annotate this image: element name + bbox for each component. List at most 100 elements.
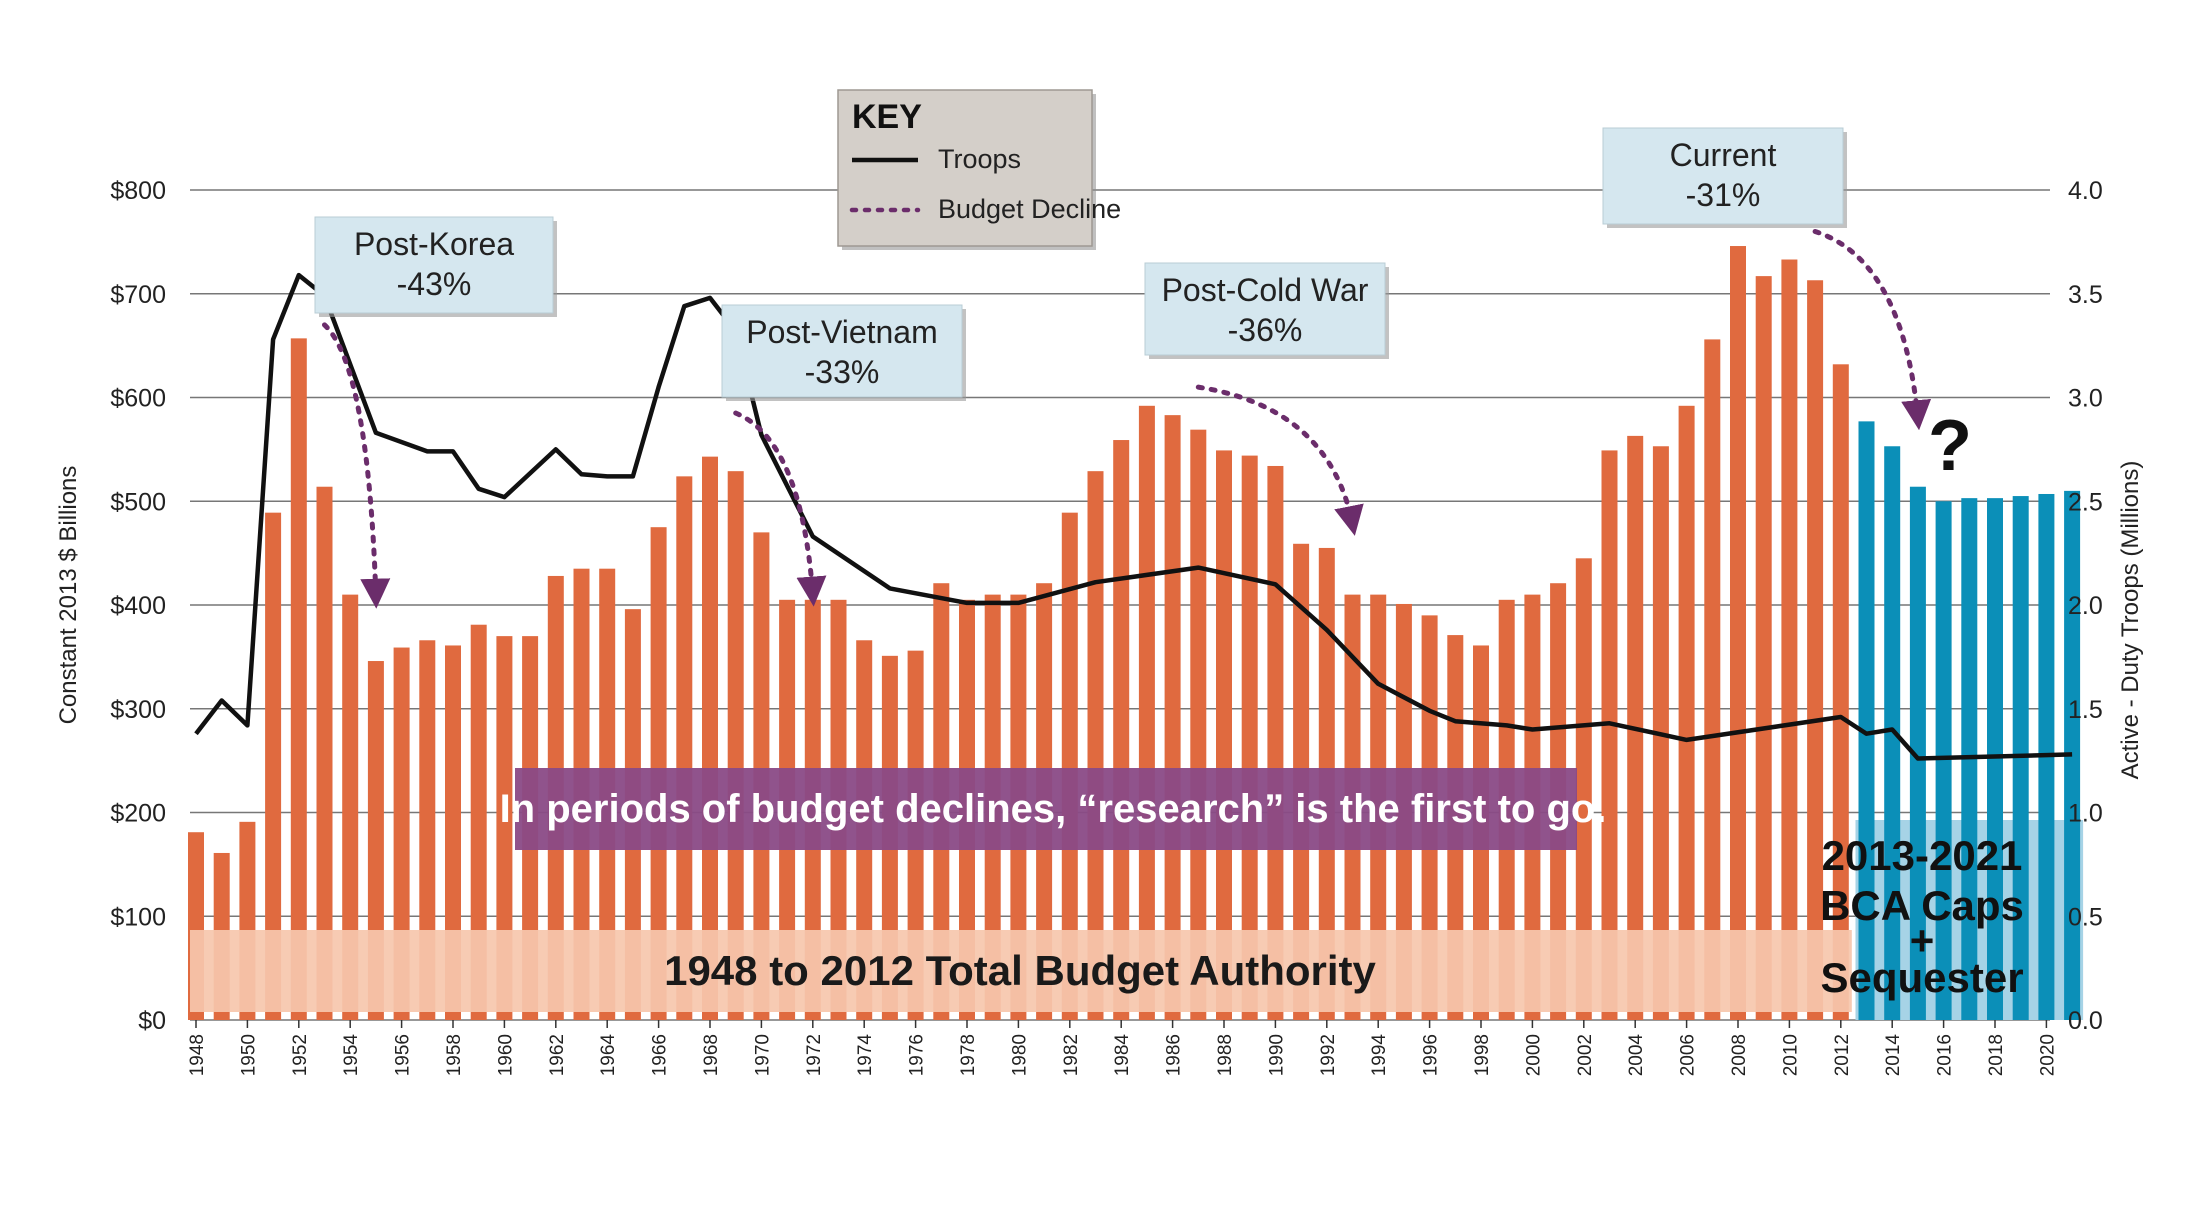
callout-text: Post-Cold War <box>1162 272 1369 308</box>
x-tick-label: 1992 <box>1318 1034 1339 1076</box>
right-tick-label: 4.0 <box>2068 177 2103 205</box>
budget-bar <box>1678 405 1695 1020</box>
x-tick-label: 2008 <box>1729 1034 1750 1076</box>
legend: KEY Troops Budget Decline <box>837 89 1121 250</box>
right-tick-label: 2.5 <box>2068 488 2103 516</box>
budget-bar <box>1216 450 1232 1021</box>
budget-bar <box>1087 471 1104 1021</box>
bca-bar <box>2012 496 2029 1020</box>
bca-label-line-1: 2013-2021 <box>1822 832 2023 879</box>
x-tick-label: 2006 <box>1678 1034 1699 1076</box>
x-tick-label: 1972 <box>804 1034 825 1076</box>
x-tick-label: 1970 <box>752 1034 773 1076</box>
budget-bar <box>496 636 513 1020</box>
callouts: Post-Korea -43% Post-Vietnam -33% Post-Cold … <box>314 127 1847 401</box>
budget-bar <box>1755 276 1772 1020</box>
budget-bar <box>1164 415 1181 1020</box>
left-tick-label: $0 <box>138 1007 166 1035</box>
left-tick-label: $400 <box>110 592 166 620</box>
right-tick-label: 1.5 <box>2068 696 2103 724</box>
x-tick-label: 1986 <box>1164 1034 1185 1076</box>
callout-box <box>721 304 963 398</box>
callout-text: -31% <box>1686 177 1761 213</box>
left-tick-label: $800 <box>110 177 166 205</box>
callout-box <box>1602 127 1844 225</box>
budget-bar <box>1241 455 1258 1021</box>
budget-decline-arrow <box>322 322 391 609</box>
x-tick-label: 2018 <box>1986 1034 2007 1076</box>
budget-bar <box>419 640 436 1020</box>
troops-line-group <box>194 272 2073 761</box>
x-tick-label: 2020 <box>2037 1034 2058 1076</box>
legend-box <box>837 89 1093 247</box>
left-tick-label: $200 <box>110 800 166 828</box>
budget-bar <box>445 645 461 1020</box>
budget-bar <box>1832 364 1849 1020</box>
budget-authority-band <box>190 930 1852 1012</box>
bca-bar <box>1909 486 1926 1021</box>
x-tick-label: 2016 <box>1935 1034 1956 1076</box>
budget-bar <box>290 338 307 1020</box>
right-tick-label: 0.0 <box>2068 1007 2103 1035</box>
bca-label-line-3: + <box>1910 917 1935 964</box>
x-tick-label: 1984 <box>1112 1034 1133 1077</box>
x-tick-label: 2000 <box>1523 1034 1544 1076</box>
left-axis-ticks: $0 $100 $200 $300 $400 $500 $600 $700 $800 <box>110 177 166 1035</box>
right-tick-label: 1.0 <box>2068 800 2103 828</box>
left-tick-label: $700 <box>110 281 166 309</box>
budget-bar <box>1113 440 1130 1021</box>
x-tick-label: 2002 <box>1575 1034 1596 1076</box>
left-tick-label: $300 <box>110 696 166 724</box>
x-tick-label: 1966 <box>650 1034 671 1076</box>
budget-bar <box>1601 450 1618 1021</box>
budget-bar <box>1575 558 1592 1020</box>
callout-text: Post-Korea <box>354 226 514 262</box>
budget-bar <box>702 456 718 1020</box>
x-tick-label: 1956 <box>393 1034 414 1076</box>
bca-bar <box>1987 498 2003 1020</box>
legend-item-label: Troops <box>938 144 1021 174</box>
bars-group <box>188 246 2081 1021</box>
x-tick-label: 1994 <box>1369 1034 1390 1077</box>
budget-bar <box>727 471 744 1021</box>
budget-decline-arrows <box>322 229 1932 609</box>
callout-text: -43% <box>397 266 472 302</box>
bca-label-line-2: BCA Caps <box>1820 882 2024 929</box>
x-tick-label: 2014 <box>1883 1034 1904 1077</box>
left-tick-label: $500 <box>110 488 166 516</box>
right-tick-label: 3.5 <box>2068 281 2103 309</box>
budget-authority-band-label: 1948 to 2012 Total Budget Authority <box>664 947 1376 994</box>
research-banner-text: In periods of budget declines, “research… <box>500 787 1607 831</box>
x-tick-label: 1982 <box>1061 1034 1082 1076</box>
bca-bar <box>1884 446 1901 1020</box>
budget-bar <box>1190 429 1207 1021</box>
x-tick-label: 1980 <box>1009 1034 1030 1076</box>
right-tick-label: 0.5 <box>2068 903 2103 931</box>
callout-text: -33% <box>805 354 880 390</box>
right-tick-label: 3.0 <box>2068 385 2103 413</box>
budget-bar <box>316 486 333 1021</box>
right-tick-label: 2.0 <box>2068 592 2103 620</box>
bca-bar <box>1935 501 1952 1020</box>
x-tick-label: 1964 <box>598 1034 619 1077</box>
callout-text: Post-Vietnam <box>746 314 938 350</box>
callout-text: Current <box>1670 137 1777 173</box>
x-tick-label: 1978 <box>958 1034 979 1076</box>
x-tick-label: 1998 <box>1472 1034 1493 1076</box>
budget-bar <box>1267 465 1284 1021</box>
x-tick-label: 1988 <box>1215 1034 1236 1076</box>
x-tick-label: 1954 <box>341 1034 362 1077</box>
legend-title: KEY <box>852 98 922 136</box>
x-tick-label: 1950 <box>238 1034 259 1076</box>
budget-decline-arrow <box>1812 229 1932 431</box>
x-tick-label: 1968 <box>701 1034 722 1076</box>
budget-bar <box>265 512 282 1020</box>
budget-bar <box>342 594 359 1020</box>
budget-bar <box>676 476 693 1021</box>
x-tick-label: 1948 <box>187 1034 208 1076</box>
bca-label-line-4: Sequester <box>1820 954 2023 1001</box>
legend-item-label: Budget Decline <box>938 194 1121 224</box>
x-tick-label: 2010 <box>1780 1034 1801 1076</box>
